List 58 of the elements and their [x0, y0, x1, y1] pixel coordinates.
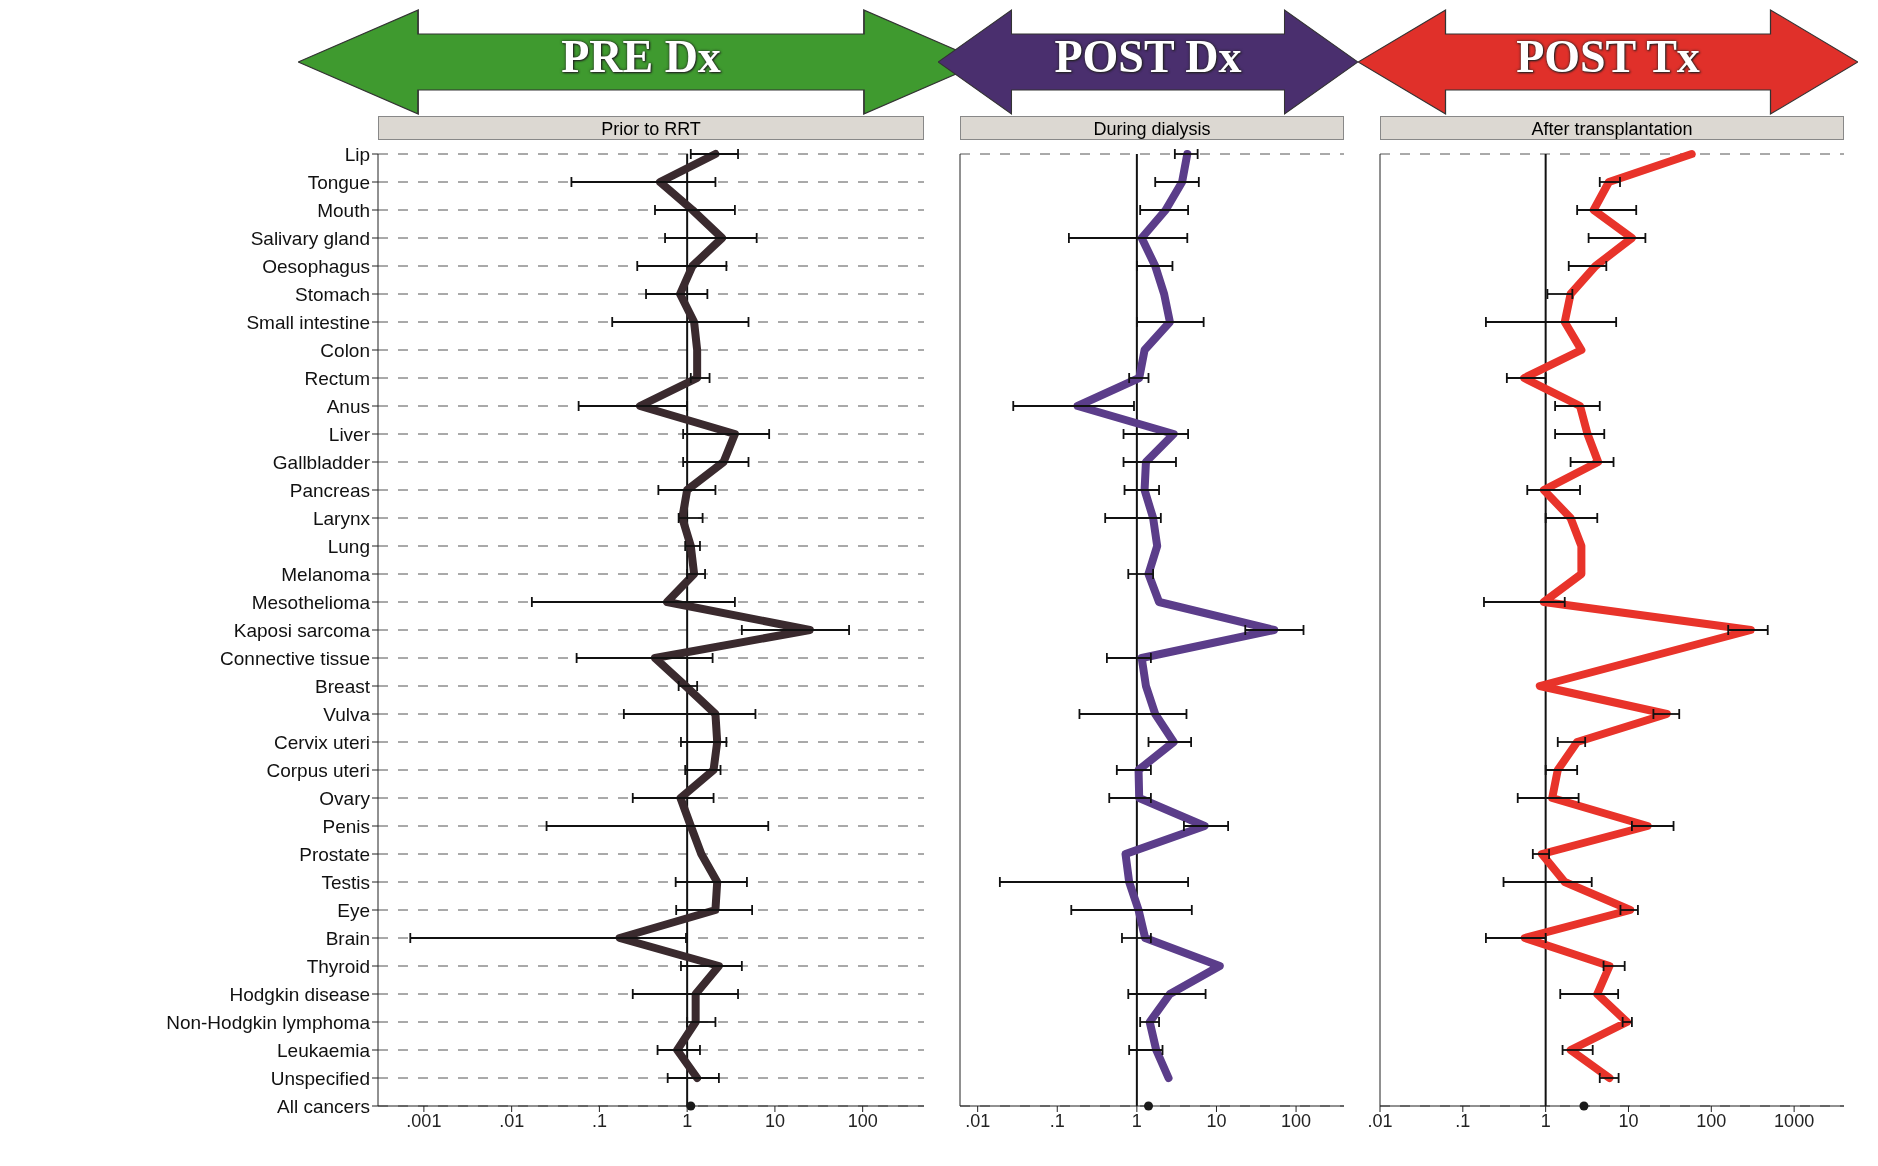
y-tick-label: Leukaemia — [277, 1039, 371, 1061]
y-tick-label: Brain — [325, 927, 370, 949]
y-tick-label: Breast — [315, 675, 371, 697]
y-tick-label: Salivary gland — [250, 227, 370, 249]
x-tick-label: 10 — [1206, 1110, 1227, 1131]
y-tick-label: Mouth — [317, 199, 370, 221]
y-tick-label: Oesophagus — [262, 255, 370, 277]
y-tick-label: Larynx — [312, 507, 371, 529]
chart-subtitle: Prior to RRT — [378, 116, 924, 140]
x-tick-label: 100 — [1281, 1110, 1312, 1131]
y-tick-label: Lung — [327, 535, 370, 557]
y-tick-label: Unspecified — [270, 1067, 370, 1089]
y-tick-label: Colon — [320, 339, 370, 361]
y-tick-label: Gallbladder — [272, 451, 371, 473]
x-tick-label: .01 — [1367, 1110, 1393, 1131]
x-tick-label: .001 — [406, 1110, 442, 1131]
y-tick-label: Thyroid — [306, 955, 370, 977]
x-tick-label: 100 — [847, 1110, 878, 1131]
y-tick-label: Ovary — [319, 787, 371, 809]
chart-subtitle: During dialysis — [960, 116, 1344, 140]
chart-title: POST Tx — [1515, 30, 1701, 83]
y-tick-label: All cancers — [277, 1095, 370, 1117]
y-tick-label: Penis — [322, 815, 370, 837]
y-tick-label: Non-Hodgkin lymphoma — [166, 1011, 371, 1033]
x-tick-label: 1 — [1540, 1110, 1551, 1131]
y-tick-label: Connective tissue — [220, 647, 370, 669]
y-tick-label: Prostate — [299, 843, 370, 865]
y-tick-label: Pancreas — [289, 479, 370, 501]
y-tick-label: Vulva — [323, 703, 371, 725]
x-tick-label: 1 — [682, 1110, 693, 1131]
y-tick-label: Lip — [344, 143, 370, 165]
y-tick-label: Stomach — [295, 283, 370, 305]
y-tick-label: Liver — [328, 423, 371, 445]
x-tick-label: .01 — [499, 1110, 525, 1131]
y-tick-label: Hodgkin disease — [229, 983, 370, 1005]
chart-title: PRE Dx — [560, 30, 722, 83]
x-tick-label: 1 — [1131, 1110, 1142, 1131]
x-tick-label: .01 — [965, 1110, 991, 1131]
x-tick-label: .1 — [1455, 1110, 1471, 1131]
y-tick-label: Rectum — [304, 367, 370, 389]
x-tick-label: 10 — [1618, 1110, 1639, 1131]
y-tick-label: Eye — [337, 899, 370, 921]
y-tick-label: Testis — [321, 871, 370, 893]
chart-title: POST Dx — [1053, 30, 1243, 83]
y-tick-label: Kaposi sarcoma — [233, 619, 371, 641]
x-tick-label: .1 — [1049, 1110, 1065, 1131]
x-tick-label: .1 — [591, 1110, 607, 1131]
x-tick-label: 1000 — [1774, 1110, 1815, 1131]
y-tick-label: Cervix uteri — [273, 731, 370, 753]
x-tick-label: 10 — [764, 1110, 785, 1131]
chart-subtitle: After transplantation — [1380, 116, 1844, 140]
y-tick-label: Corpus uteri — [266, 759, 370, 781]
x-tick-label: 100 — [1696, 1110, 1727, 1131]
y-tick-label: Tongue — [307, 171, 370, 193]
y-tick-label: Anus — [326, 395, 370, 417]
y-tick-label: Melanoma — [281, 563, 371, 585]
y-tick-label: Small intestine — [246, 311, 370, 333]
y-tick-label: Mesothelioma — [251, 591, 371, 613]
